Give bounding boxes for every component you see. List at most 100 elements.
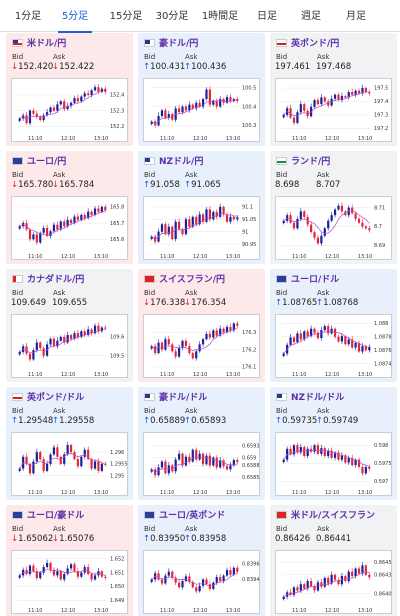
candle-body (35, 571, 38, 579)
candle-body (282, 596, 285, 600)
candle-body (212, 582, 215, 589)
y-tick-label: 197.5 (374, 86, 388, 92)
pair-name[interactable]: 米ドル/スイスフラン (291, 511, 376, 521)
rate-card[interactable]: スイスフラン/円 Bid Ask ↓176.338 ↓176.354 176.3 176.2… (138, 269, 265, 382)
tab-7[interactable]: 週足 (301, 11, 321, 22)
candle-body (306, 110, 309, 117)
rate-card[interactable]: NZドル/ドル Bid Ask ↑0.59735 ↑0.59749 0.598 0.5975… (270, 387, 397, 500)
candle-body (171, 571, 174, 578)
mini-chart[interactable]: 152.4 152.3 152.2 11:10 12:10 13:10 (11, 78, 128, 142)
y-tick-label: 109.5 (110, 353, 124, 359)
tab-4[interactable]: 30分足 (155, 11, 189, 22)
rate-card[interactable]: ユーロ/英ポンド Bid Ask ↑0.83950 ↑0.83958 0.8396 0.83… (138, 505, 265, 616)
rate-card[interactable]: カナダドル/円 Bid Ask 109.649 109.655 109.6 109.5 11:… (6, 269, 133, 382)
bid-value: ↑0.65889 (143, 416, 186, 426)
y-tick-label: 90.95 (242, 242, 256, 248)
rate-card[interactable]: 米ドル/円 Bid Ask ↓152.420 ↓152.422 152.4 152.3 152… (6, 33, 133, 146)
mini-chart[interactable]: 176.3 176.2 176.1 11:10 12:10 13:10 (143, 314, 260, 378)
pair-name[interactable]: 米ドル/円 (27, 39, 67, 49)
x-tick-label: 13:10 (226, 490, 240, 496)
y-tick-label: 165.8 (110, 205, 124, 211)
mini-chart[interactable]: 0.8645 0.8643 0.8640 11:10 12:10 13:10 (275, 550, 392, 614)
rate-card[interactable]: 米ドル/スイスフラン Bid Ask 0.86426 0.86441 0.8645 0.86… (270, 505, 397, 616)
mini-chart[interactable]: 197.5 197.4 197.3 197.2 11:10 12:10 13:10 (275, 78, 392, 142)
candle-body (364, 88, 367, 93)
flag-icon (276, 275, 287, 283)
candle-body (63, 454, 66, 464)
candlestick-chart: 100.5 100.4 100.3 11:10 12:10 13:10 (150, 85, 256, 142)
rate-card[interactable]: ユーロ/ドル Bid Ask ↑1.08765 ↑1.08768 1.088 1.0878 1… (270, 269, 397, 382)
candle-body (63, 221, 66, 227)
candle-body (18, 468, 21, 471)
candle-body (49, 562, 52, 570)
tab-8[interactable]: 月足 (346, 11, 366, 22)
candle-body (69, 445, 73, 453)
rate-card[interactable]: 豪ドル/円 Bid Ask ↑100.431 ↑100.436 100.5 100.4 100… (138, 33, 265, 146)
y-tick-label: 91.1 (242, 205, 253, 211)
pair-name[interactable]: 豪ドル/ドル (159, 393, 208, 403)
candle-body (330, 328, 333, 334)
y-tick-label: 0.597 (374, 479, 388, 485)
mini-chart[interactable]: 0.598 0.5975 0.597 11:10 12:10 13:10 (275, 432, 392, 496)
candle-body (201, 579, 205, 586)
candle-body (212, 330, 215, 338)
mini-chart[interactable]: 165.8 165.7 165.6 11:10 12:10 13:10 (11, 196, 128, 260)
candle-body (100, 206, 103, 212)
pair-name[interactable]: NZドル/円 (159, 157, 204, 167)
pair-name[interactable]: ランド/円 (291, 157, 331, 167)
ask-value: 8.707 (316, 180, 341, 190)
candle-body (351, 457, 354, 466)
trend-arrow-icon: ↑ (275, 298, 283, 308)
candle-body (97, 87, 100, 92)
pair-name[interactable]: カナダドル/円 (27, 275, 85, 285)
tab-5[interactable]: 1時間足 (201, 11, 239, 22)
moving-average-line (19, 328, 106, 354)
candle-body (167, 571, 170, 576)
mini-chart[interactable]: 8.71 8.7 8.69 11:10 12:10 13:10 (275, 196, 392, 260)
candle-body (73, 452, 76, 460)
x-tick-label: 11:10 (160, 136, 174, 142)
rate-card[interactable]: NZドル/円 Bid Ask ↑91.058 ↑91.065 91.1 91.05 91 90.… (138, 151, 265, 264)
rate-card[interactable]: ランド/円 Bid Ask 8.698 8.707 8.71 8.7 8.69 11:10 12:… (270, 151, 397, 264)
ask-value: ↑91.065 (184, 180, 221, 190)
x-tick-label: 11:10 (28, 136, 42, 142)
flag-icon (144, 275, 155, 283)
mini-chart[interactable]: 1.088 1.0878 1.0876 1.0874 11:10 12:10 13:10 (275, 314, 392, 378)
tab-2[interactable]: 5分足 (54, 0, 96, 33)
moving-average-line (19, 569, 106, 577)
pair-name[interactable]: スイスフラン/円 (159, 275, 226, 285)
mini-chart[interactable]: 100.5 100.4 100.3 11:10 12:10 13:10 (143, 78, 260, 142)
pair-name[interactable]: ユーロ/ドル (291, 275, 340, 285)
candle-body (69, 564, 73, 569)
mini-chart[interactable]: 0.6593 0.659 0.6588 0.6585 11:10 12:10 13:10 (143, 432, 260, 496)
pair-name[interactable]: ユーロ/豪ドル (27, 511, 85, 521)
mini-chart[interactable]: 1.296 1.2955 1.295 11:10 12:10 13:10 (11, 432, 128, 496)
tab-6[interactable]: 日足 (257, 11, 277, 22)
pair-name[interactable]: 豪ドル/円 (159, 39, 199, 49)
tab-1[interactable]: 1分足 (14, 11, 42, 22)
mini-chart[interactable]: 109.6 109.5 11:10 12:10 13:10 (11, 314, 128, 378)
mini-chart[interactable]: 91.1 91.05 91 90.95 11:10 12:10 13:10 (143, 196, 260, 260)
tab-3[interactable]: 15分足 (109, 11, 143, 22)
candle-body (282, 114, 285, 118)
pair-name[interactable]: ユーロ/英ポンド (159, 511, 226, 521)
pair-name[interactable]: 英ポンド/円 (291, 39, 340, 49)
pair-name[interactable]: NZドル/ドル (291, 393, 345, 403)
x-tick-label: 12:10 (325, 490, 339, 496)
y-tick-label: 176.1 (242, 365, 256, 371)
mini-chart[interactable]: 1.652 1.651 1.650 1.649 11:10 12:10 13:10 (11, 550, 128, 614)
pair-name[interactable]: ユーロ/円 (27, 157, 67, 167)
pair-name[interactable]: 英ポンド/ドル (27, 393, 85, 403)
rate-card[interactable]: 英ポンド/円 Bid Ask 197.461 197.468 197.5 197.4 197.… (270, 33, 397, 146)
rate-card[interactable]: ユーロ/豪ドル Bid Ask ↓1.65062 ↓1.65076 1.652 1.651 1… (6, 505, 133, 616)
candle-body (357, 459, 361, 467)
flag-icon (276, 511, 287, 519)
candle-body (313, 328, 316, 333)
rate-card[interactable]: 豪ドル/ドル Bid Ask ↑0.65889 ↑0.65893 0.6593 0.659 0… (138, 387, 265, 500)
candle-body (104, 206, 107, 211)
rate-card[interactable]: 英ポンド/ドル Bid Ask ↑1.29548 ↑1.29558 1.296 1.2955… (6, 387, 133, 500)
rate-card[interactable]: ユーロ/円 Bid Ask ↓165.780 ↓165.784 165.8 165.7 165… (6, 151, 133, 264)
mini-chart[interactable]: 0.8396 0.8394 11:10 12:10 13:10 (143, 550, 260, 614)
candle-body (313, 100, 316, 107)
candle-body (83, 93, 86, 97)
